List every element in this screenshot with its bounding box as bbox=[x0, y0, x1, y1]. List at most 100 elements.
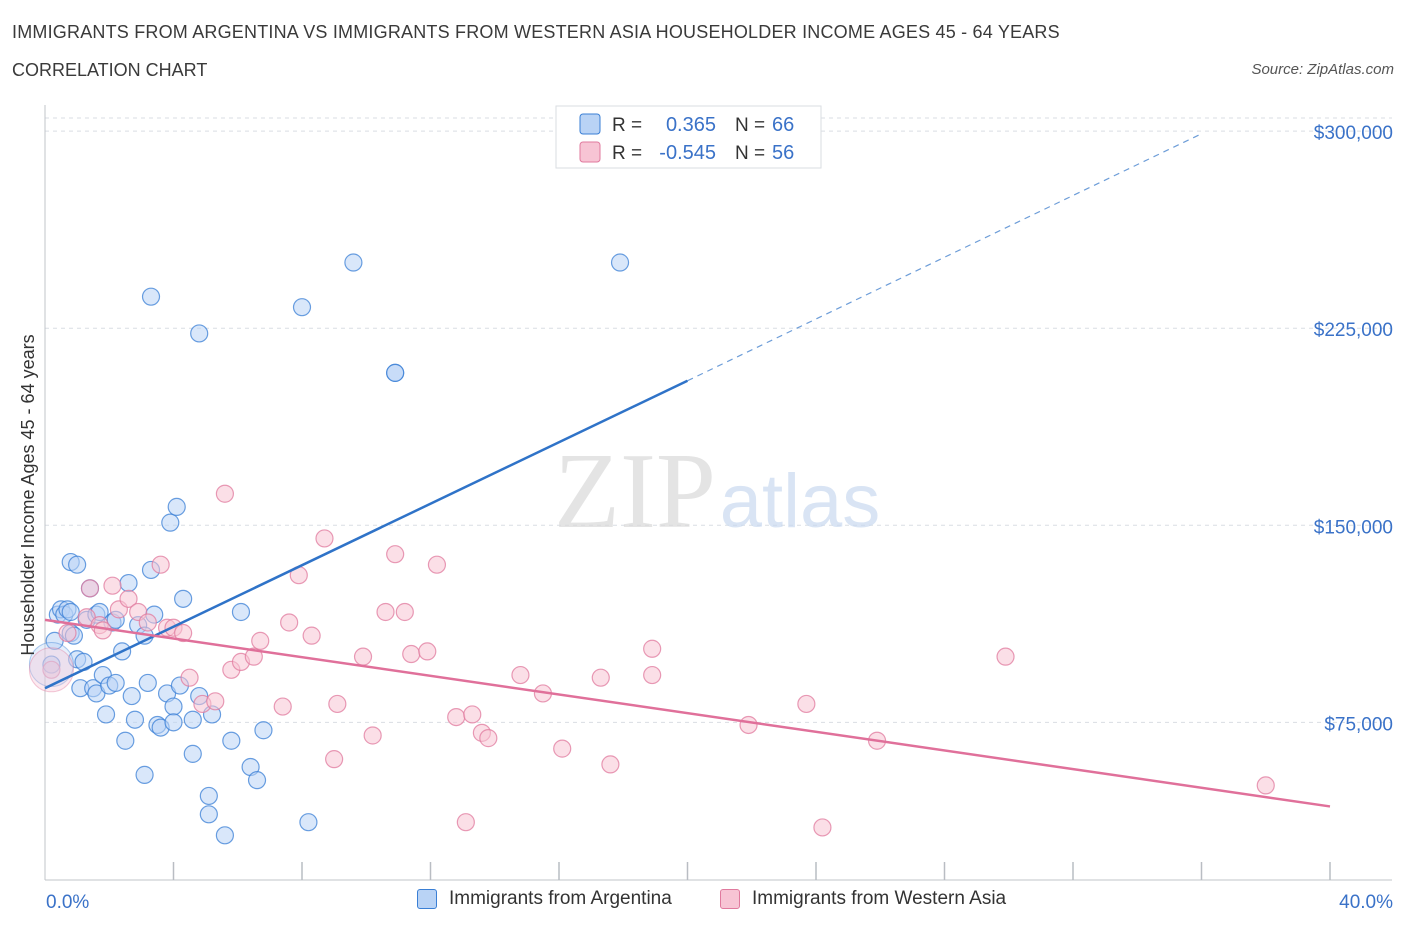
point-western-asia bbox=[643, 665, 662, 685]
y-axis-label: Householder Income Ages 45 - 64 years bbox=[18, 334, 38, 655]
point-argentina bbox=[125, 710, 145, 729]
legend-n-value-western-asia: 56 bbox=[772, 142, 794, 164]
point-argentina bbox=[61, 602, 80, 622]
point-western-asia bbox=[180, 668, 199, 687]
point-argentina bbox=[96, 705, 116, 724]
trend-layer bbox=[44, 133, 1331, 808]
point-western-asia bbox=[395, 602, 414, 622]
legend-label-western-asia: Immigrants from Western Asia bbox=[752, 888, 1007, 909]
legend-r-label-argentina: R = bbox=[612, 115, 642, 136]
watermark-atlas: atlas bbox=[720, 459, 881, 544]
legend-item-argentina: Immigrants from Argentina bbox=[417, 888, 672, 910]
source-credit: Source: ZipAtlas.com bbox=[1251, 61, 1394, 78]
point-argentina bbox=[135, 765, 154, 784]
point-western-asia bbox=[328, 694, 347, 714]
legend-swatch-argentina bbox=[579, 113, 601, 135]
point-argentina bbox=[299, 813, 318, 832]
point-argentina bbox=[254, 721, 273, 740]
point-western-asia bbox=[151, 555, 170, 574]
legend-swatch-western-asia-bottom bbox=[720, 889, 740, 909]
point-argentina bbox=[222, 731, 241, 750]
y-tick-label: $150,000 bbox=[1314, 517, 1393, 538]
point-western-asia bbox=[797, 694, 816, 714]
axes-layer: $75,000 $150,000 $225,000 $300,000 0.0% 40.0% bbox=[44, 105, 1393, 913]
point-argentina bbox=[199, 805, 218, 824]
point-argentina bbox=[164, 713, 183, 732]
point-argentina bbox=[68, 555, 87, 574]
legend-r-label-western-asia: R = bbox=[612, 143, 642, 164]
watermark-zip: ZIP bbox=[554, 432, 716, 551]
point-western-asia bbox=[138, 613, 157, 632]
point-western-asia bbox=[244, 647, 263, 666]
point-western-asia bbox=[80, 579, 100, 598]
legend-bottom: Immigrants from Argentina Immigrants fro… bbox=[0, 888, 1406, 916]
point-argentina bbox=[231, 602, 251, 622]
legend-swatch-western-asia bbox=[579, 141, 601, 163]
trend-line-western-asia bbox=[44, 618, 1331, 808]
chart-subtitle: CORRELATION CHART bbox=[12, 60, 208, 80]
point-western-asia bbox=[427, 555, 447, 574]
point-western-asia bbox=[280, 613, 299, 632]
point-western-asia bbox=[42, 660, 61, 679]
legend-item-western-asia: Immigrants from Western Asia bbox=[720, 888, 1006, 910]
point-argentina bbox=[610, 253, 630, 272]
point-western-asia bbox=[325, 750, 344, 769]
point-argentina bbox=[292, 298, 312, 317]
point-argentina bbox=[106, 673, 125, 693]
trend-line-argentina bbox=[44, 379, 689, 690]
point-argentina bbox=[344, 253, 363, 272]
point-western-asia bbox=[739, 715, 758, 735]
point-argentina bbox=[119, 573, 138, 593]
point-western-asia bbox=[813, 818, 832, 837]
legend-n-label-western-asia: N = bbox=[735, 143, 765, 164]
point-western-asia bbox=[447, 707, 466, 727]
point-western-asia bbox=[215, 484, 234, 503]
point-argentina bbox=[174, 589, 193, 608]
trend-line-argentina-projection bbox=[687, 133, 1202, 382]
point-western-asia bbox=[174, 623, 193, 643]
x-tick-label-start: 0.0% bbox=[46, 892, 89, 913]
point-western-asia bbox=[206, 692, 225, 711]
point-western-asia bbox=[251, 631, 270, 650]
point-argentina bbox=[247, 771, 267, 790]
legend-n-label-argentina: N = bbox=[735, 115, 765, 136]
point-argentina bbox=[215, 826, 234, 845]
cluster-bubble-argentina bbox=[28, 642, 74, 688]
point-western-asia bbox=[386, 545, 405, 564]
point-western-asia bbox=[302, 626, 321, 645]
legend-top: R = 0.365 N = 66 R = -0.545 N = 56 bbox=[555, 105, 822, 169]
point-western-asia bbox=[315, 529, 334, 548]
legend-r-value-western-asia: -0.545 bbox=[659, 142, 716, 164]
legend-r-value-argentina: 0.365 bbox=[666, 114, 716, 136]
point-argentina bbox=[141, 287, 161, 306]
point-western-asia bbox=[273, 697, 292, 716]
point-argentina bbox=[161, 513, 180, 532]
point-western-asia bbox=[591, 668, 610, 687]
point-western-asia bbox=[456, 813, 475, 832]
watermark: ZIP atlas bbox=[554, 432, 880, 551]
legend-label-argentina: Immigrants from Argentina bbox=[449, 888, 672, 909]
y-tick-label: $300,000 bbox=[1314, 123, 1393, 144]
point-argentina bbox=[138, 673, 157, 693]
point-western-asia bbox=[103, 576, 122, 595]
point-western-asia bbox=[402, 644, 421, 664]
point-western-asia bbox=[376, 602, 395, 622]
point-argentina bbox=[183, 744, 202, 763]
point-argentina bbox=[183, 710, 202, 729]
point-argentina bbox=[386, 363, 405, 382]
legend-n-value-argentina: 66 bbox=[772, 114, 794, 136]
point-western-asia bbox=[353, 647, 373, 666]
point-western-asia bbox=[1256, 776, 1275, 795]
x-tick-label-end: 40.0% bbox=[1339, 892, 1393, 913]
point-western-asia bbox=[119, 589, 138, 608]
point-western-asia bbox=[511, 665, 530, 685]
point-western-asia bbox=[363, 726, 382, 745]
point-argentina bbox=[167, 497, 186, 516]
grid-layer bbox=[45, 117, 1392, 723]
point-western-asia bbox=[58, 623, 77, 643]
y-tick-label: $225,000 bbox=[1314, 320, 1393, 341]
point-argentina bbox=[190, 324, 209, 343]
point-argentina bbox=[164, 697, 183, 716]
point-argentina bbox=[199, 786, 218, 806]
